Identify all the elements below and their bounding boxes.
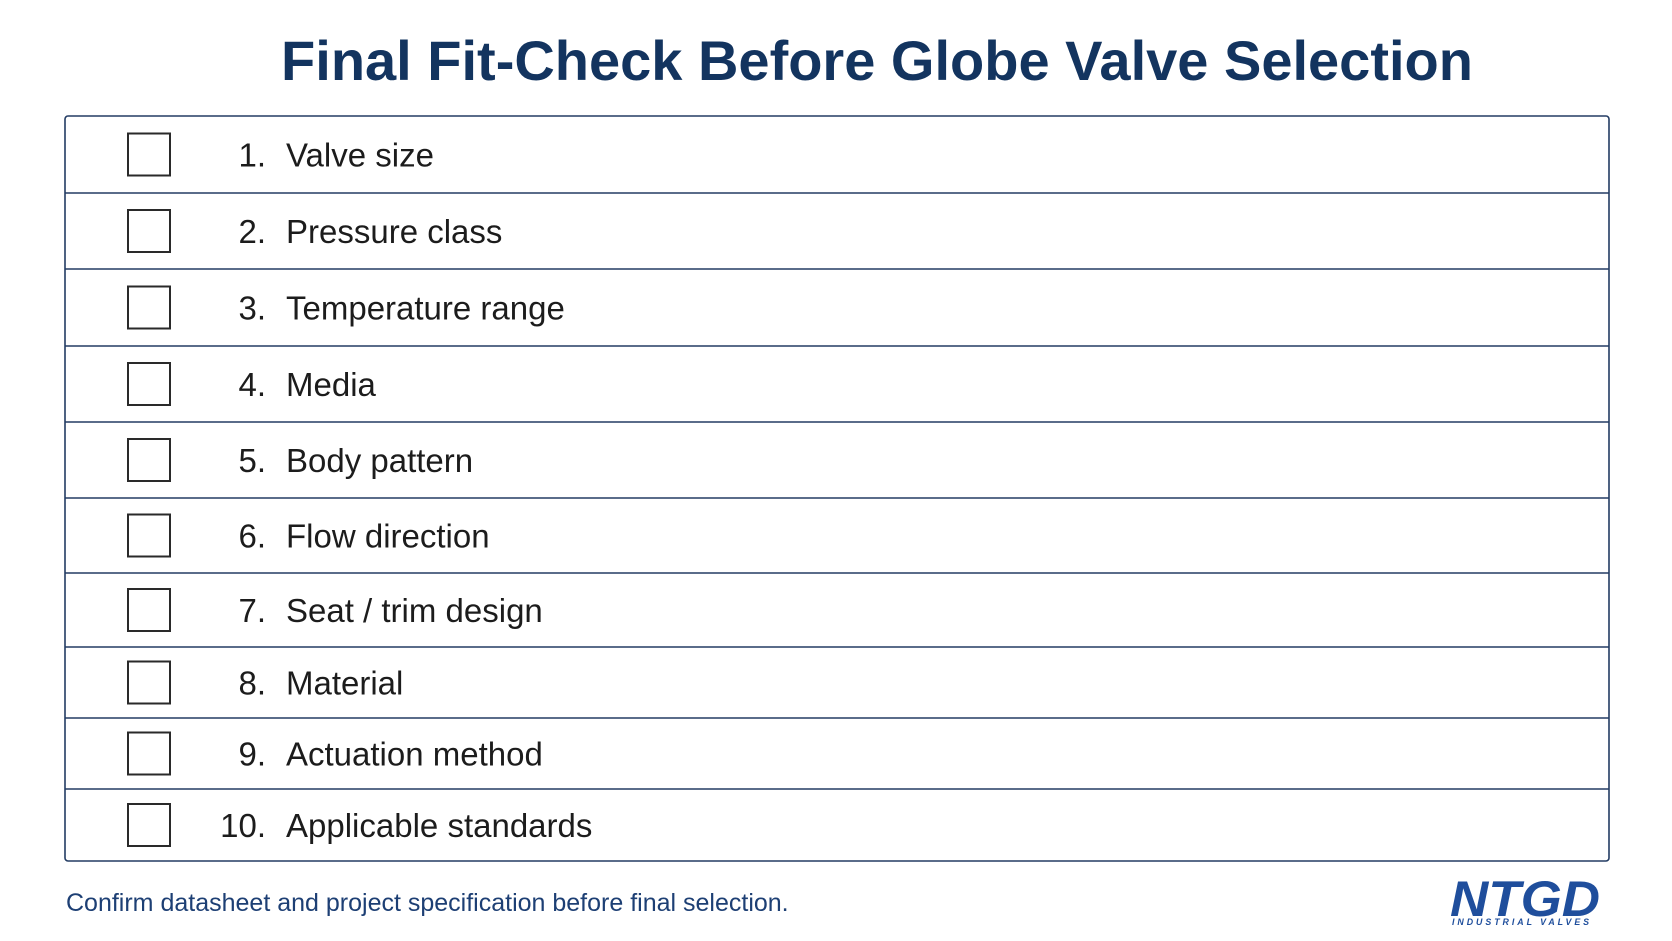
item-number: 4. bbox=[238, 366, 266, 403]
item-label: Body pattern bbox=[286, 442, 473, 479]
logo-name: NTGD bbox=[1450, 871, 1600, 927]
item-number: 1. bbox=[238, 137, 266, 174]
item-label: Temperature range bbox=[286, 290, 565, 327]
logo-tagline: INDUSTRIAL VALVES bbox=[1452, 917, 1592, 927]
item-number: 10. bbox=[220, 807, 266, 844]
footer-note: Confirm datasheet and project specificat… bbox=[66, 889, 789, 917]
checkbox bbox=[127, 285, 171, 330]
page-title: Final Fit-Check Before Globe Valve Selec… bbox=[281, 29, 1473, 92]
checkbox bbox=[127, 731, 171, 776]
item-label: Seat / trim design bbox=[286, 592, 543, 629]
item-label: Actuation method bbox=[286, 736, 543, 773]
item-number: 3. bbox=[238, 290, 266, 327]
item-label: Flow direction bbox=[286, 518, 490, 555]
item-number: 5. bbox=[238, 442, 266, 479]
item-number: 8. bbox=[238, 665, 266, 702]
item-label: Applicable standards bbox=[286, 807, 592, 844]
item-number: 2. bbox=[238, 213, 266, 250]
item-label: Valve size bbox=[286, 137, 434, 174]
checkbox bbox=[127, 513, 171, 558]
checkbox bbox=[127, 209, 171, 253]
item-label: Material bbox=[286, 665, 403, 702]
item-label: Pressure class bbox=[286, 213, 502, 250]
checkbox bbox=[127, 660, 171, 705]
checklist-table: 1. Valve size 2. Pressure class 3. Temperatur… bbox=[64, 115, 1610, 862]
checkbox bbox=[127, 588, 171, 632]
table-border bbox=[64, 115, 1610, 862]
checkbox bbox=[127, 362, 171, 406]
checkbox bbox=[127, 438, 171, 482]
item-label: Media bbox=[286, 366, 377, 403]
item-number: 9. bbox=[238, 736, 266, 773]
item-number: 6. bbox=[238, 518, 266, 555]
checkbox bbox=[127, 132, 171, 177]
item-number: 7. bbox=[238, 592, 266, 629]
checkbox bbox=[127, 803, 171, 847]
